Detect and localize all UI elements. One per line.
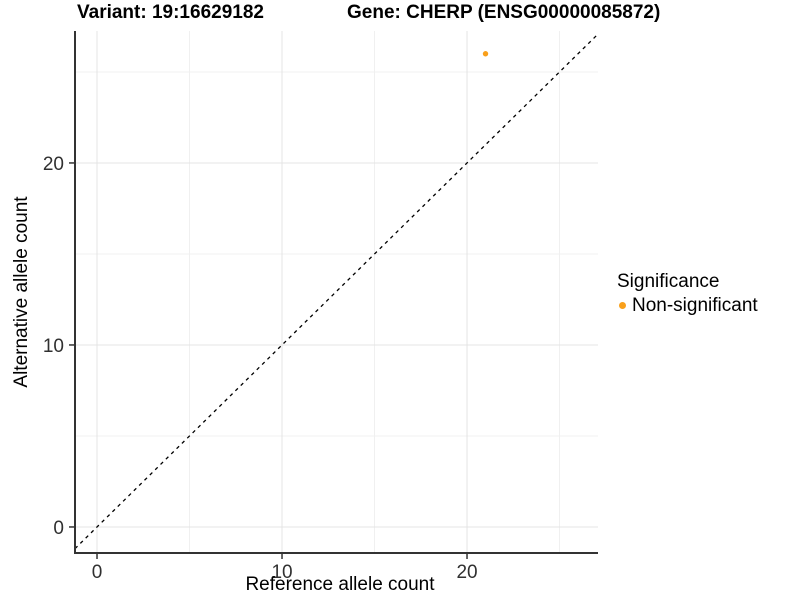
legend-item-label: Non-significant bbox=[632, 295, 758, 316]
legend-title: Significance bbox=[617, 271, 720, 292]
data-point bbox=[482, 51, 489, 57]
y-axis-title: Alternative allele count bbox=[11, 196, 32, 388]
x-tick-label: 0 bbox=[92, 562, 103, 583]
plot-title-variant: Variant: 19:16629182 bbox=[77, 2, 264, 23]
y-tick-label: 10 bbox=[43, 336, 64, 357]
x-tick-label: 20 bbox=[456, 562, 477, 583]
plot-title-gene: Gene: CHERP (ENSG00000085872) bbox=[347, 2, 661, 23]
plot-panel: 0 10 20 0 10 20 bbox=[43, 31, 599, 583]
legend-point-icon bbox=[619, 302, 626, 309]
legend: Significance Non-significant bbox=[617, 270, 758, 316]
y-tick-label: 0 bbox=[53, 518, 64, 539]
x-tick-label: 10 bbox=[271, 562, 292, 583]
identity-dashed-line bbox=[74, 33, 599, 550]
x-axis-title: Reference allele count bbox=[245, 574, 435, 595]
legend-item-non-significant: Non-significant bbox=[617, 295, 758, 316]
y-tick-label: 20 bbox=[43, 154, 64, 175]
